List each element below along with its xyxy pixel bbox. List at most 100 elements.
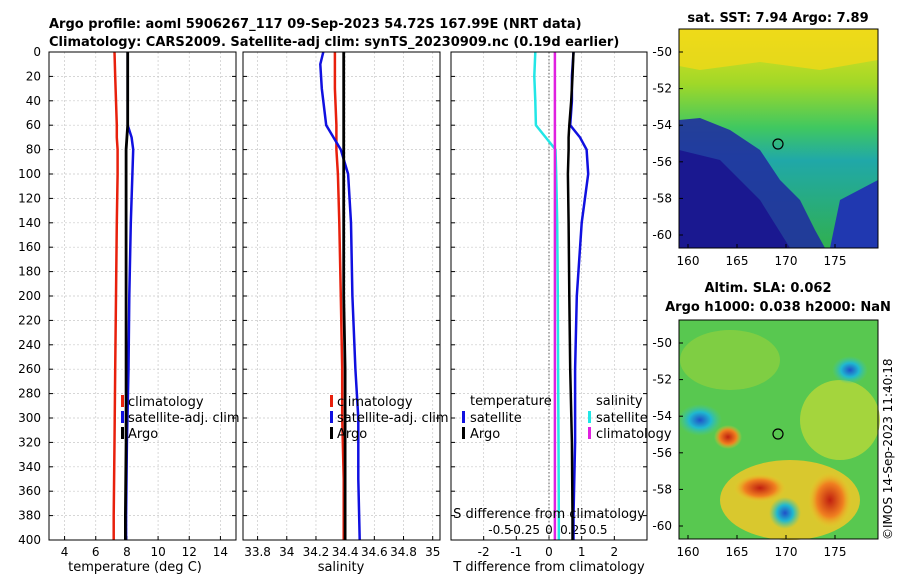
x-tick-label: 8 — [123, 545, 131, 559]
x-tick-label: 12 — [182, 545, 197, 559]
y-tick-label: 40 — [26, 94, 41, 108]
series-line-satellite-adj-clim — [319, 51, 361, 541]
series-line-climatology — [112, 51, 119, 540]
legend-label: Argo — [128, 427, 158, 442]
sla-argo-marker — [772, 428, 784, 440]
map-y-tick-label: -56 — [652, 155, 672, 169]
legend-swatch-argo — [121, 427, 124, 439]
y-tick-label: 380 — [18, 509, 41, 523]
sla-high — [714, 425, 742, 449]
legend-label: climatology — [596, 427, 672, 442]
sst-map-title: sat. SST: 7.94 Argo: 7.89 — [687, 11, 868, 26]
y-tick-label: 180 — [18, 265, 41, 279]
sla-low — [678, 404, 722, 436]
legend-label: Argo — [337, 427, 367, 442]
x-tick-label: 10 — [150, 545, 165, 559]
sla-blob — [680, 330, 780, 390]
map-y-tick-label: -54 — [652, 409, 672, 423]
top-x-tick-label: 0 — [545, 523, 553, 537]
x-tick-label: -1 — [510, 545, 522, 559]
depth-axis-labels: 0 20 40 60 80 100 120 140 160 180 200 220 240 260 280 3… — [18, 45, 41, 547]
map-x-tick-label: 175 — [824, 254, 847, 268]
temp-legend: climatology satellite-adj. clim Argo — [121, 395, 240, 442]
x-tick-label: 0 — [545, 545, 553, 559]
sla-low — [832, 356, 868, 384]
y-tick-label: 360 — [18, 484, 41, 498]
sst-map-frame — [678, 28, 879, 249]
sst-map-axes: -50 -52 -54 -56 -58 -60 160 165 170 175 — [652, 45, 846, 268]
y-tick-label: 240 — [18, 338, 41, 352]
x-tick-label: 33.8 — [244, 545, 271, 559]
y-tick-label: 340 — [18, 460, 41, 474]
series-line-t-argo — [566, 51, 575, 540]
series-line-climatology — [333, 52, 345, 540]
sst-cold-east — [830, 180, 878, 248]
x-tick-label: 6 — [92, 545, 100, 559]
map-y-tick-label: -58 — [652, 482, 672, 496]
legend-label: climatology — [128, 395, 204, 410]
legend-swatch-satellite — [121, 411, 124, 423]
x-tick-label: 34.6 — [361, 545, 388, 559]
x-tick-label: -2 — [478, 545, 490, 559]
map-y-tick-label: -58 — [652, 191, 672, 205]
series-line-s-satellite — [533, 51, 561, 540]
legend-swatch-t-satellite — [462, 411, 465, 423]
x-tick-label: 34.2 — [303, 545, 330, 559]
legend-swatch-s-satellite — [588, 411, 591, 423]
y-tick-label: 280 — [18, 387, 41, 401]
panel-frame — [48, 51, 237, 541]
map-x-tick-label: 165 — [726, 545, 749, 559]
x-tick-label: 35 — [425, 545, 440, 559]
x-tick-label: 34.4 — [332, 545, 359, 559]
title-line-1: Argo profile: aoml 5906267_117 09-Sep-20… — [49, 17, 582, 32]
legend-swatch-satellite — [330, 411, 333, 423]
y-tick-label: 320 — [18, 435, 41, 449]
map-y-tick-label: -50 — [652, 336, 672, 350]
legend-swatch-s-climatology — [588, 427, 591, 439]
legend-title-temperature: temperature — [470, 394, 552, 409]
sst-map — [678, 28, 879, 249]
y-tick-label: 120 — [18, 191, 41, 205]
difference-panel: -2 -1 0 1 2-0.5-0.25 0 0.25 0.5 — [450, 51, 648, 559]
sal-xlabel: salinity — [318, 560, 365, 575]
y-tick-label: 300 — [18, 411, 41, 425]
salinity-panel: 33.8 34 34.2 34.4 34.6 34.8 35 — [242, 51, 441, 559]
y-tick-label: 60 — [26, 118, 41, 132]
y-tick-label: 100 — [18, 167, 41, 181]
sst-cold-core — [679, 150, 790, 248]
imos-watermark: ©IMOS 14-Sep-2023 11:40:18 — [881, 358, 895, 540]
legend-label: satellite — [596, 411, 648, 426]
sst-argo-marker — [772, 138, 784, 150]
series-line-argo — [124, 52, 130, 540]
sst-warm-north — [679, 29, 878, 70]
top-x-tick-label: -0.25 — [509, 523, 540, 537]
x-tick-label: 14 — [213, 545, 228, 559]
y-tick-label: 140 — [18, 216, 41, 230]
legend-label: satellite-adj. clim — [128, 411, 240, 426]
y-tick-label: 400 — [18, 533, 41, 547]
sla-high — [808, 472, 852, 528]
y-tick-label: 160 — [18, 240, 41, 254]
sal-legend: climatology satellite-adj. clim Argo — [330, 395, 449, 442]
x-tick-label: 34 — [279, 545, 294, 559]
x-tick-label: 4 — [61, 545, 69, 559]
y-tick-label: 80 — [26, 143, 41, 157]
x-tick-label: 1 — [578, 545, 586, 559]
x-tick-label: 2 — [611, 545, 619, 559]
map-x-tick-label: 170 — [775, 254, 798, 268]
legend-swatch-argo — [330, 427, 333, 439]
series-line-argo — [342, 52, 347, 540]
sla-map-frame — [678, 319, 879, 540]
map-y-tick-label: -52 — [652, 82, 672, 96]
panel-frame — [450, 51, 648, 541]
y-tick-label: 0 — [33, 45, 41, 59]
map-x-tick-label: 160 — [677, 254, 700, 268]
temperature-panel: 4 6 8 10 12 14 — [48, 51, 237, 559]
legend-label: Argo — [470, 427, 500, 442]
diff-xlabel: T difference from climatology — [452, 560, 645, 575]
legend-swatch-t-argo — [462, 427, 465, 439]
map-x-tick-label: 160 — [677, 545, 700, 559]
x-tick-label: 34.8 — [390, 545, 417, 559]
diff-top-xlabel: S difference from climatology — [453, 507, 645, 522]
